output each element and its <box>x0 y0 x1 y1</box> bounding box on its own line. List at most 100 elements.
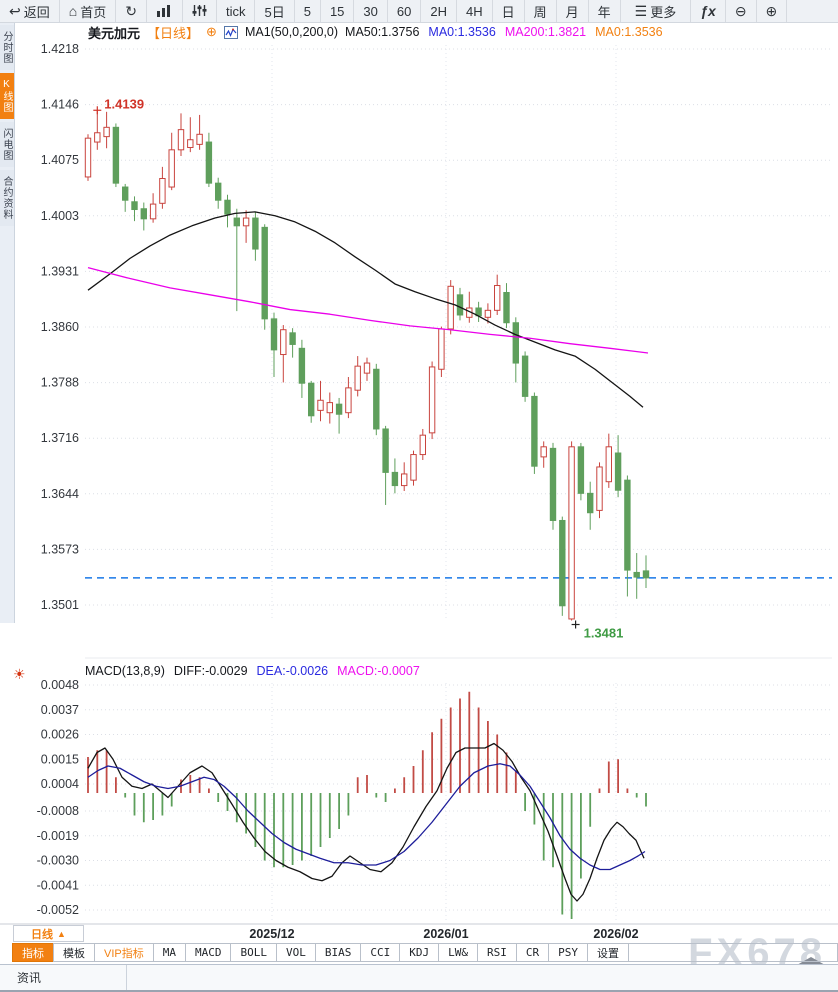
toolbar-indicator-sliders-button[interactable] <box>183 0 217 22</box>
candle-body <box>428 366 436 434</box>
candle-body <box>512 322 519 364</box>
candle-body <box>624 479 631 571</box>
indicator-tab-BOLL[interactable]: BOLL <box>230 943 277 962</box>
macd-diff-line <box>87 742 645 902</box>
indicator-sliders-icon <box>192 4 207 19</box>
month-axis-label: 2026/02 <box>593 927 638 941</box>
candle-body <box>84 137 92 178</box>
tab-news[interactable]: 资讯 <box>0 965 127 990</box>
more-icon: ☰ <box>634 3 648 19</box>
candle-body <box>577 446 585 494</box>
sidebar-tab-K线图[interactable]: K线图 <box>0 73 14 119</box>
tick-label: tick <box>225 3 246 19</box>
price-axis-label: 1.4146 <box>41 98 79 112</box>
toolbar-fx-button[interactable]: ƒx <box>691 0 726 22</box>
zoom-in-icon: ⊕ <box>765 3 778 19</box>
candle-body <box>335 403 343 415</box>
toolbar-period-30-button[interactable]: 30 <box>354 0 388 22</box>
candle-body <box>298 347 306 384</box>
macd-params: MACD(13,8,9) <box>85 664 165 678</box>
sun-settings-icon[interactable]: ☀ <box>13 666 26 682</box>
toolbar-period-week-button[interactable]: 周 <box>525 0 557 22</box>
toolbar-period-2h-button[interactable]: 2H <box>421 0 457 22</box>
toolbar-period-4h-button[interactable]: 4H <box>457 0 493 22</box>
candle-body <box>168 149 175 188</box>
home-label: 首页 <box>80 4 107 20</box>
indicator-tab-设置[interactable]: 设置 <box>586 943 629 962</box>
candle-body <box>503 291 510 324</box>
ma-readout-2: MA200:1.3821 <box>504 25 587 39</box>
ma-line-MA50 <box>87 211 644 408</box>
indicator-tab-VIP指标[interactable]: VIP指标 <box>94 943 154 962</box>
candle-body <box>280 329 287 356</box>
toolbar-tick-button[interactable]: tick <box>217 0 256 22</box>
toolbar-back-button[interactable]: ↩ 返回 <box>0 0 60 22</box>
candle-body <box>614 452 622 491</box>
sidebar-tab-闪电图[interactable]: 闪电图 <box>0 122 14 167</box>
indicator-tab-CCI[interactable]: CCI <box>360 943 401 962</box>
symbol-name: 美元加元 <box>88 25 141 41</box>
indicator-tab-RSI[interactable]: RSI <box>476 943 517 962</box>
period-month-label: 月 <box>565 4 579 20</box>
period-selector[interactable]: 日线 ▲ <box>13 925 84 942</box>
more-label: 更多 <box>650 4 677 20</box>
candle-body <box>177 129 185 151</box>
candle-body <box>363 362 371 374</box>
toolbar-period-year-button[interactable]: 年 <box>589 0 621 22</box>
sidebar-tab-合约资料[interactable]: 合约资料 <box>0 170 14 226</box>
candle-body <box>494 285 501 311</box>
candle-body <box>531 395 538 467</box>
candle-body <box>484 309 492 318</box>
indicator-tab-MACD[interactable]: MACD <box>184 943 232 962</box>
candle-body <box>326 402 334 414</box>
add-indicator-icon[interactable]: ⊕ <box>206 24 217 39</box>
sidebar-tab-分时图[interactable]: 分时图 <box>0 25 14 70</box>
candle-body <box>559 519 566 607</box>
candle-body <box>317 399 324 411</box>
candle-body <box>373 368 380 430</box>
candle-body <box>642 570 650 579</box>
toolbar-zoom-out-button[interactable]: ⊖ <box>726 0 757 22</box>
price-axis-label: 1.3501 <box>41 598 79 612</box>
toolbar-period-5d-button[interactable]: 5日 <box>255 0 295 22</box>
candle-body <box>308 382 315 417</box>
indicator-tab-指标[interactable]: 指标 <box>12 943 54 962</box>
period-4h-label: 4H <box>465 3 483 19</box>
macd-axis-label: 0.0004 <box>41 777 79 791</box>
toolbar-period-day-button[interactable]: 日 <box>493 0 525 22</box>
toolbar-period-15-button[interactable]: 15 <box>321 0 355 22</box>
toolbar-bar-chart-button[interactable] <box>147 0 183 22</box>
candle-body <box>568 446 575 620</box>
candle-body <box>103 126 110 138</box>
candle-body <box>540 446 547 458</box>
toolbar-period-month-button[interactable]: 月 <box>557 0 589 22</box>
indicator-tab-模板[interactable]: 模板 <box>53 943 95 962</box>
toolbar-period-5-button[interactable]: 5 <box>295 0 321 22</box>
candle-body <box>252 217 259 250</box>
toolbar-period-60-button[interactable]: 60 <box>388 0 422 22</box>
toolbar-zoom-in-button[interactable]: ⊕ <box>757 0 788 22</box>
indicator-tab-VOL[interactable]: VOL <box>275 943 316 962</box>
indicator-tab-MA[interactable]: MA <box>152 943 186 962</box>
indicator-tab-CR[interactable]: CR <box>515 943 550 962</box>
candle-body <box>521 355 529 397</box>
indicator-tab-BIAS[interactable]: BIAS <box>314 943 362 962</box>
indicator-tab-LW&[interactable]: LW& <box>438 943 478 962</box>
indicator-tab-PSY[interactable]: PSY <box>548 943 588 962</box>
low-price-label: 1.3481 <box>584 626 624 641</box>
macd-header: MACD(13,8,9) DIFF:-0.0029 DEA:-0.0026 MA… <box>85 664 420 680</box>
indicator-tab-KDJ[interactable]: KDJ <box>399 943 440 962</box>
refresh-icon: ↻ <box>125 3 137 19</box>
toolbar-refresh-button[interactable]: ↻ <box>116 0 147 22</box>
toolbar-home-button[interactable]: ⌂ 首页 <box>60 0 117 22</box>
toolbar-more-button[interactable]: ☰ 更多 <box>621 0 692 22</box>
tabbar-filler <box>627 943 838 962</box>
candle-body <box>633 571 640 578</box>
period-selector-arrow: ▲ <box>57 928 66 939</box>
macd-axis-label: -0.0041 <box>37 878 79 892</box>
period-year-label: 年 <box>597 4 611 20</box>
candle-body <box>605 446 612 483</box>
candle-body <box>242 217 250 227</box>
candle-body <box>94 132 101 143</box>
